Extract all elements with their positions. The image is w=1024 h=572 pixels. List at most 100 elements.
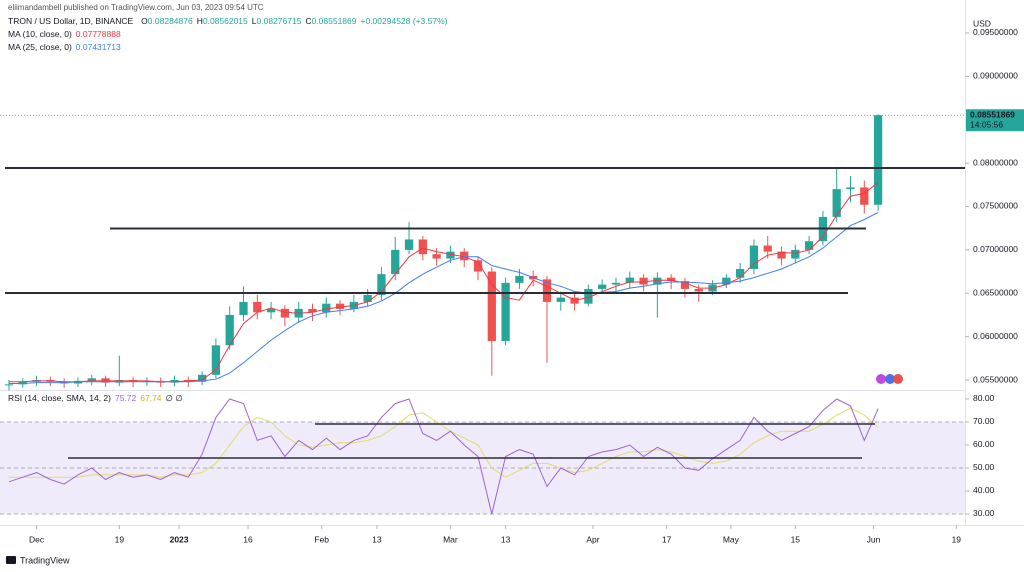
moving-average xyxy=(9,211,879,384)
candle-body xyxy=(515,275,524,283)
x-tick-label: 19 xyxy=(115,534,125,544)
candle-body xyxy=(266,308,276,313)
candle-body xyxy=(639,277,648,285)
candle-body xyxy=(253,301,262,313)
event-icon xyxy=(885,374,895,384)
candle-body xyxy=(694,288,703,292)
rsi-extra: ∅ ∅ xyxy=(166,393,183,403)
x-tick-label: Jun xyxy=(867,534,881,544)
legend-value: 0.07431713 xyxy=(76,42,121,52)
candle-body xyxy=(280,308,290,318)
candle-body xyxy=(667,277,676,282)
ohlc-value: 0.08562015 xyxy=(203,16,248,26)
last-price-label: 0.08551869 xyxy=(970,109,1015,119)
ohlc-key: L xyxy=(252,16,257,26)
x-tick-label: 2023 xyxy=(170,534,189,544)
candle-body xyxy=(556,297,565,302)
x-tick-label: 19 xyxy=(952,534,962,544)
candle-body xyxy=(598,284,607,289)
last-price-box xyxy=(966,109,1024,132)
legend-entry: MA (10, close, 0) 0.07778888 xyxy=(8,29,121,39)
ohlc-value: 0.08276715 xyxy=(257,16,302,26)
symbol-title: TRON / US Dollar, 1D, BINANCE xyxy=(8,16,133,26)
candle-body xyxy=(777,251,786,259)
candle-body xyxy=(860,187,869,205)
x-tick-label: May xyxy=(723,534,740,544)
y-tick-label: 0.08000000 xyxy=(973,157,1018,167)
y-tick-label: 0.07000000 xyxy=(973,244,1018,254)
y-tick-label: 70.00 xyxy=(973,416,995,426)
publisher: eliimandambell published on TradingView.… xyxy=(8,3,264,12)
brand-logo xyxy=(6,556,16,564)
ohlc-key: C xyxy=(305,16,311,26)
footer: TradingView xyxy=(6,555,70,565)
candle-body xyxy=(363,294,372,302)
x-tick-label: 13 xyxy=(501,534,511,544)
candle-body xyxy=(335,303,345,309)
countdown: 14:05:56 xyxy=(970,119,1003,129)
y-tick-label: 0.05500000 xyxy=(973,374,1018,384)
y-tick-label: 50.00 xyxy=(973,462,995,472)
y-tick-label: 60.00 xyxy=(973,439,995,449)
brand: TradingView xyxy=(20,555,70,565)
y-tick-label: 0.09000000 xyxy=(973,71,1018,81)
axis-unit: USD xyxy=(973,18,991,28)
candle-body xyxy=(501,282,510,341)
ohlc-key: O xyxy=(141,16,148,26)
candle-body xyxy=(432,254,441,259)
y-tick-label: 30.00 xyxy=(973,508,995,518)
candle-body xyxy=(322,303,331,313)
x-tick-label: Feb xyxy=(314,534,329,544)
change: +0.00294528 (+3.57%) xyxy=(361,16,448,26)
legend-name: MA (10, close, 0) xyxy=(8,29,72,39)
y-tick-label: 0.07500000 xyxy=(973,201,1018,211)
rsi-background xyxy=(0,421,965,515)
candle-body xyxy=(377,274,386,295)
candle-body xyxy=(680,281,690,289)
ohlc-value: 0.08551869 xyxy=(312,16,357,26)
candle-body xyxy=(832,189,841,217)
candle-body xyxy=(625,277,634,283)
candle-body xyxy=(653,277,662,285)
ohlc-value: 0.08284876 xyxy=(148,16,193,26)
candle-body xyxy=(804,241,814,250)
candle-body xyxy=(791,249,800,259)
plot-area xyxy=(0,114,965,515)
candle-body xyxy=(763,245,772,252)
y-tick-label: 80.00 xyxy=(973,393,995,403)
x-tick-label: 15 xyxy=(791,534,801,544)
candle-body xyxy=(722,277,731,285)
candle-body xyxy=(239,301,248,315)
candle-body xyxy=(404,239,414,250)
x-tick-label: Mar xyxy=(443,534,458,544)
rsi-line xyxy=(8,398,879,515)
candle-body xyxy=(873,115,883,205)
candle-body xyxy=(211,345,221,375)
candle-body xyxy=(418,239,427,255)
symbol-header: TRON / US Dollar, 1D, BINANCE O0.08284876… xyxy=(8,16,448,26)
candle-body xyxy=(487,271,496,341)
ohlc-key: H xyxy=(197,16,203,26)
candle-body xyxy=(308,308,317,313)
y-tick-label: 0.06000000 xyxy=(973,331,1018,341)
candle-body xyxy=(473,260,483,272)
rsi-legend: RSI (14, close, SMA, 14, 2) 75.72 67.74 ∅ ∅ xyxy=(8,393,183,403)
drawn-levels xyxy=(5,167,965,459)
candle-body xyxy=(446,251,455,259)
candle-body xyxy=(749,245,759,269)
candle-body xyxy=(391,249,400,275)
candle-body xyxy=(735,268,745,278)
event-icons xyxy=(876,374,903,384)
rsi-value: 75.72 xyxy=(115,393,137,403)
candle-body xyxy=(4,384,14,386)
y-tick-label: 40.00 xyxy=(973,485,995,495)
y-tick-label: 0.09500000 xyxy=(973,27,1018,37)
candle-body xyxy=(460,251,469,261)
event-icon xyxy=(876,374,886,384)
candle-body xyxy=(87,378,96,381)
rsi-title: RSI (14, close, SMA, 14, 2) xyxy=(8,393,111,403)
x-tick-label: 13 xyxy=(372,534,382,544)
rsi-band xyxy=(0,421,965,514)
x-tick-label: Dec xyxy=(29,534,45,544)
